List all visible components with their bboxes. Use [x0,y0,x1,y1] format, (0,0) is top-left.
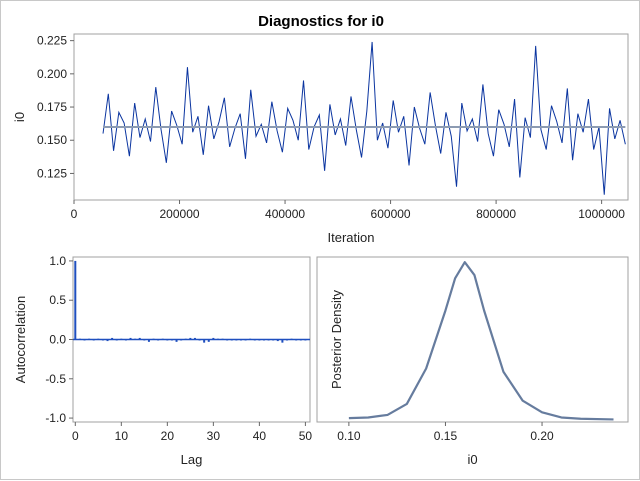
autocorrelation-xtick-label: 10 [115,429,129,443]
figure-title: Diagnostics for i0 [258,13,384,30]
autocorrelation-xtick-label: 20 [161,429,175,443]
acf-bar [281,339,284,343]
trace-x-axis-label: Iteration [328,230,375,245]
acf-bar [170,339,173,341]
trace-xtick-label: 200000 [160,207,200,221]
acf-bar [157,339,160,341]
acf-bar [226,339,229,341]
density-frame [316,256,629,423]
autocorrelation-xtick-label: 30 [207,429,221,443]
autocorrelation-ytick-label: 1.0 [49,254,66,268]
acf-bar [166,339,169,341]
trace-y-axis-label: i0 [12,112,27,122]
acf-bar [92,339,95,341]
acf-bar [106,339,109,342]
autocorrelation-xtick-label: 40 [253,429,267,443]
trace-xtick-label: 600000 [371,207,411,221]
acf-bar [276,339,279,342]
density-x-axis-label: i0 [467,452,477,467]
acf-bar [295,339,298,341]
acf-bar [212,337,215,340]
acf-bar [216,338,219,340]
acf-bar [134,338,137,340]
trace-ytick-label: 0.175 [37,100,67,114]
acf-bar [258,339,261,341]
acf-bar [193,337,196,340]
acf-bar [78,338,81,340]
acf-bar [184,338,187,340]
acf-bar [97,338,100,340]
autocorrelation-ytick-label: -1.0 [45,411,66,425]
acf-bar [83,339,86,341]
acf-bar [120,338,123,340]
autocorrelation-x-axis-label: Lag [181,452,203,467]
density-xtick-label: 0.15 [434,429,458,443]
acf-bar [299,339,302,341]
acf-bar [203,339,206,343]
acf-bar [290,338,293,340]
trace-ytick-label: 0.125 [37,166,67,180]
acf-bar [244,339,247,341]
density-y-axis-label: Posterior Density [329,290,344,389]
acf-bar [161,338,164,340]
density-xtick-label: 0.20 [530,429,554,443]
autocorrelation-ytick-label: 0.5 [49,293,66,307]
autocorrelation-ytick-label: 0.0 [49,333,66,347]
acf-bar [175,339,178,342]
acf-bar [115,339,118,341]
acf-bar [253,339,256,341]
acf-bar [180,339,183,341]
acf-bar [239,339,242,341]
acf-bar [249,338,252,340]
acf-bar [304,339,307,341]
autocorrelation-xtick-label: 0 [72,429,79,443]
acf-bar [221,338,224,340]
acf-bar [267,339,270,341]
acf-bar [230,339,233,341]
acf-bar [101,339,104,341]
trace-xtick-label: 1000000 [578,207,625,221]
trace-xtick-label: 800000 [476,207,516,221]
acf-bar [124,339,127,341]
acf-bar [74,260,77,340]
density-curve [348,261,614,421]
trace-xtick-label: 400000 [265,207,305,221]
autocorrelation-xtick-label: 50 [299,429,313,443]
density-xtick-label: 0.10 [337,429,361,443]
acf-bar [207,339,210,342]
acf-bar [88,338,91,340]
acf-bar [111,337,114,340]
acf-bar [129,337,132,340]
autocorrelation-y-axis-label: Autocorrelation [13,296,28,383]
acf-bar [152,338,155,340]
acf-bar [147,339,150,342]
trace-ytick-label: 0.150 [37,133,67,147]
autocorrelation-ytick-label: -0.5 [45,372,66,386]
acf-bar [285,339,288,341]
acf-bar [272,339,275,341]
trace-xtick-label: 0 [71,207,78,221]
acf-bar [189,337,192,340]
trace-frame [73,33,629,201]
acf-bar [138,337,141,340]
acf-bar [143,339,146,341]
trace-line [102,41,626,195]
trace-ytick-label: 0.200 [37,67,67,81]
trace-ytick-label: 0.225 [37,34,67,48]
acf-bar [235,339,238,341]
acf-bar [198,339,201,341]
acf-bar [262,339,265,341]
